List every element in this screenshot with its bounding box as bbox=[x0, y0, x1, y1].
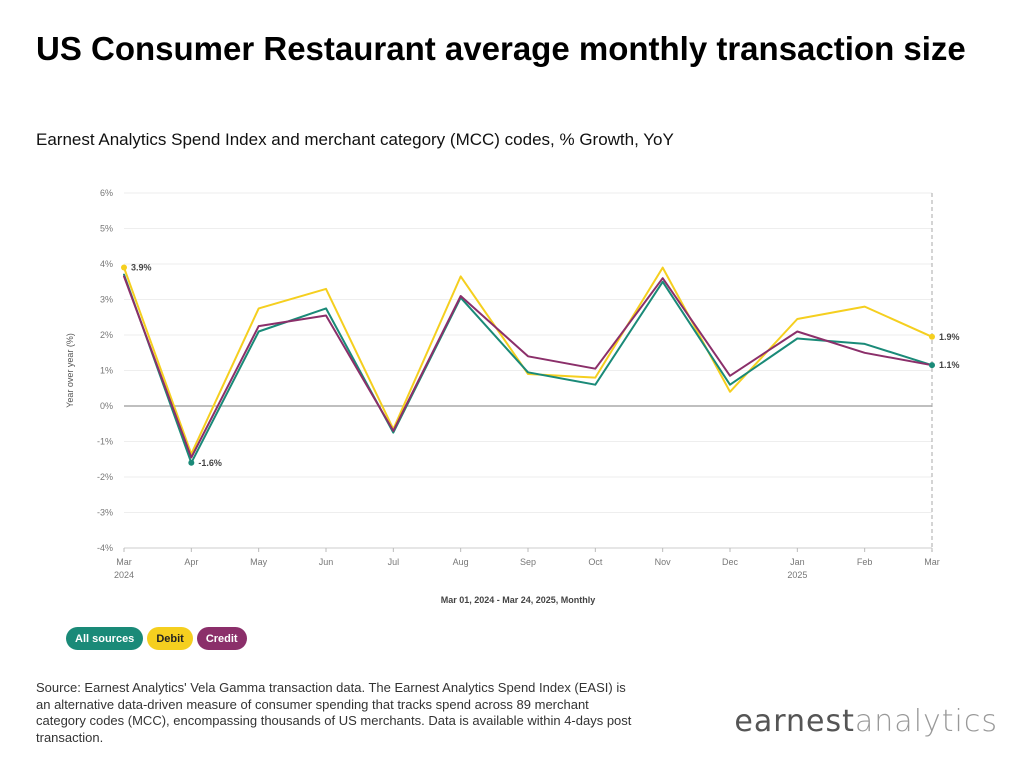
line-chart: 6%5%4%3%2%1%0%-1%-2%-3%-4%Mar Apr May Jun Ju… bbox=[65, 188, 960, 605]
x-tick-label: Dec bbox=[722, 557, 739, 567]
y-tick-label: 0% bbox=[100, 401, 113, 411]
x-tick-label: Oct bbox=[588, 557, 603, 567]
legend-all-sources-button[interactable]: All sources bbox=[66, 627, 144, 650]
x-tick-label: May bbox=[250, 557, 268, 567]
x-tick-label: Jan bbox=[790, 557, 805, 567]
x-year-label: 2025 bbox=[787, 570, 807, 580]
x-year-label: 2024 bbox=[114, 570, 134, 580]
series-line-debit bbox=[123, 266, 933, 455]
data-label: 1.1% bbox=[939, 360, 960, 370]
data-point-marker bbox=[929, 362, 935, 369]
y-tick-label: 2% bbox=[100, 330, 113, 340]
x-tick-label: Sep bbox=[520, 557, 536, 567]
legend: All sources Debit Credit bbox=[66, 627, 247, 650]
x-tick-label: Jun bbox=[319, 557, 334, 567]
data-label: 3.9% bbox=[131, 263, 152, 273]
legend-debit-button[interactable]: Debit bbox=[147, 627, 193, 650]
x-tick-label: Nov bbox=[655, 557, 672, 567]
y-tick-label: 5% bbox=[100, 224, 113, 234]
y-tick-label: -1% bbox=[97, 437, 113, 447]
data-label: 1.9% bbox=[939, 332, 960, 342]
x-tick-label: Jul bbox=[388, 557, 400, 567]
y-tick-label: -3% bbox=[97, 508, 113, 518]
chart-title: US Consumer Restaurant average monthly t… bbox=[36, 30, 966, 67]
x-tick-label: Mar bbox=[116, 557, 132, 567]
y-axis-title: Year over year (%) bbox=[65, 333, 75, 408]
y-tick-label: -2% bbox=[97, 472, 113, 482]
x-tick-label: Feb bbox=[857, 557, 873, 567]
data-label: -1.6% bbox=[198, 458, 222, 468]
logo-text-earnest: earnest bbox=[734, 704, 855, 739]
logo-text-analytics: analytics bbox=[854, 704, 998, 739]
data-point-marker bbox=[188, 459, 195, 466]
earnest-analytics-logo: earnestanalytics bbox=[734, 704, 998, 739]
y-tick-label: 1% bbox=[100, 366, 113, 376]
y-tick-label: 4% bbox=[100, 259, 113, 269]
source-note: Source: Earnest Analytics' Vela Gamma tr… bbox=[36, 680, 632, 745]
x-axis-caption: Mar 01, 2024 - Mar 24, 2025, Monthly bbox=[441, 595, 596, 605]
x-tick-label: Apr bbox=[184, 557, 198, 567]
data-point-marker bbox=[929, 333, 935, 340]
x-tick-label: Mar bbox=[924, 557, 940, 567]
y-tick-label: 6% bbox=[100, 188, 113, 198]
data-point-marker bbox=[121, 264, 127, 271]
x-tick-label: Aug bbox=[453, 557, 469, 567]
y-tick-label: -4% bbox=[97, 543, 113, 553]
legend-credit-button[interactable]: Credit bbox=[196, 627, 247, 650]
chart-subtitle: Earnest Analytics Spend Index and mercha… bbox=[36, 130, 674, 149]
y-tick-label: 3% bbox=[100, 295, 113, 305]
series-line-credit bbox=[123, 275, 933, 459]
series-line-all-sources bbox=[123, 273, 933, 464]
